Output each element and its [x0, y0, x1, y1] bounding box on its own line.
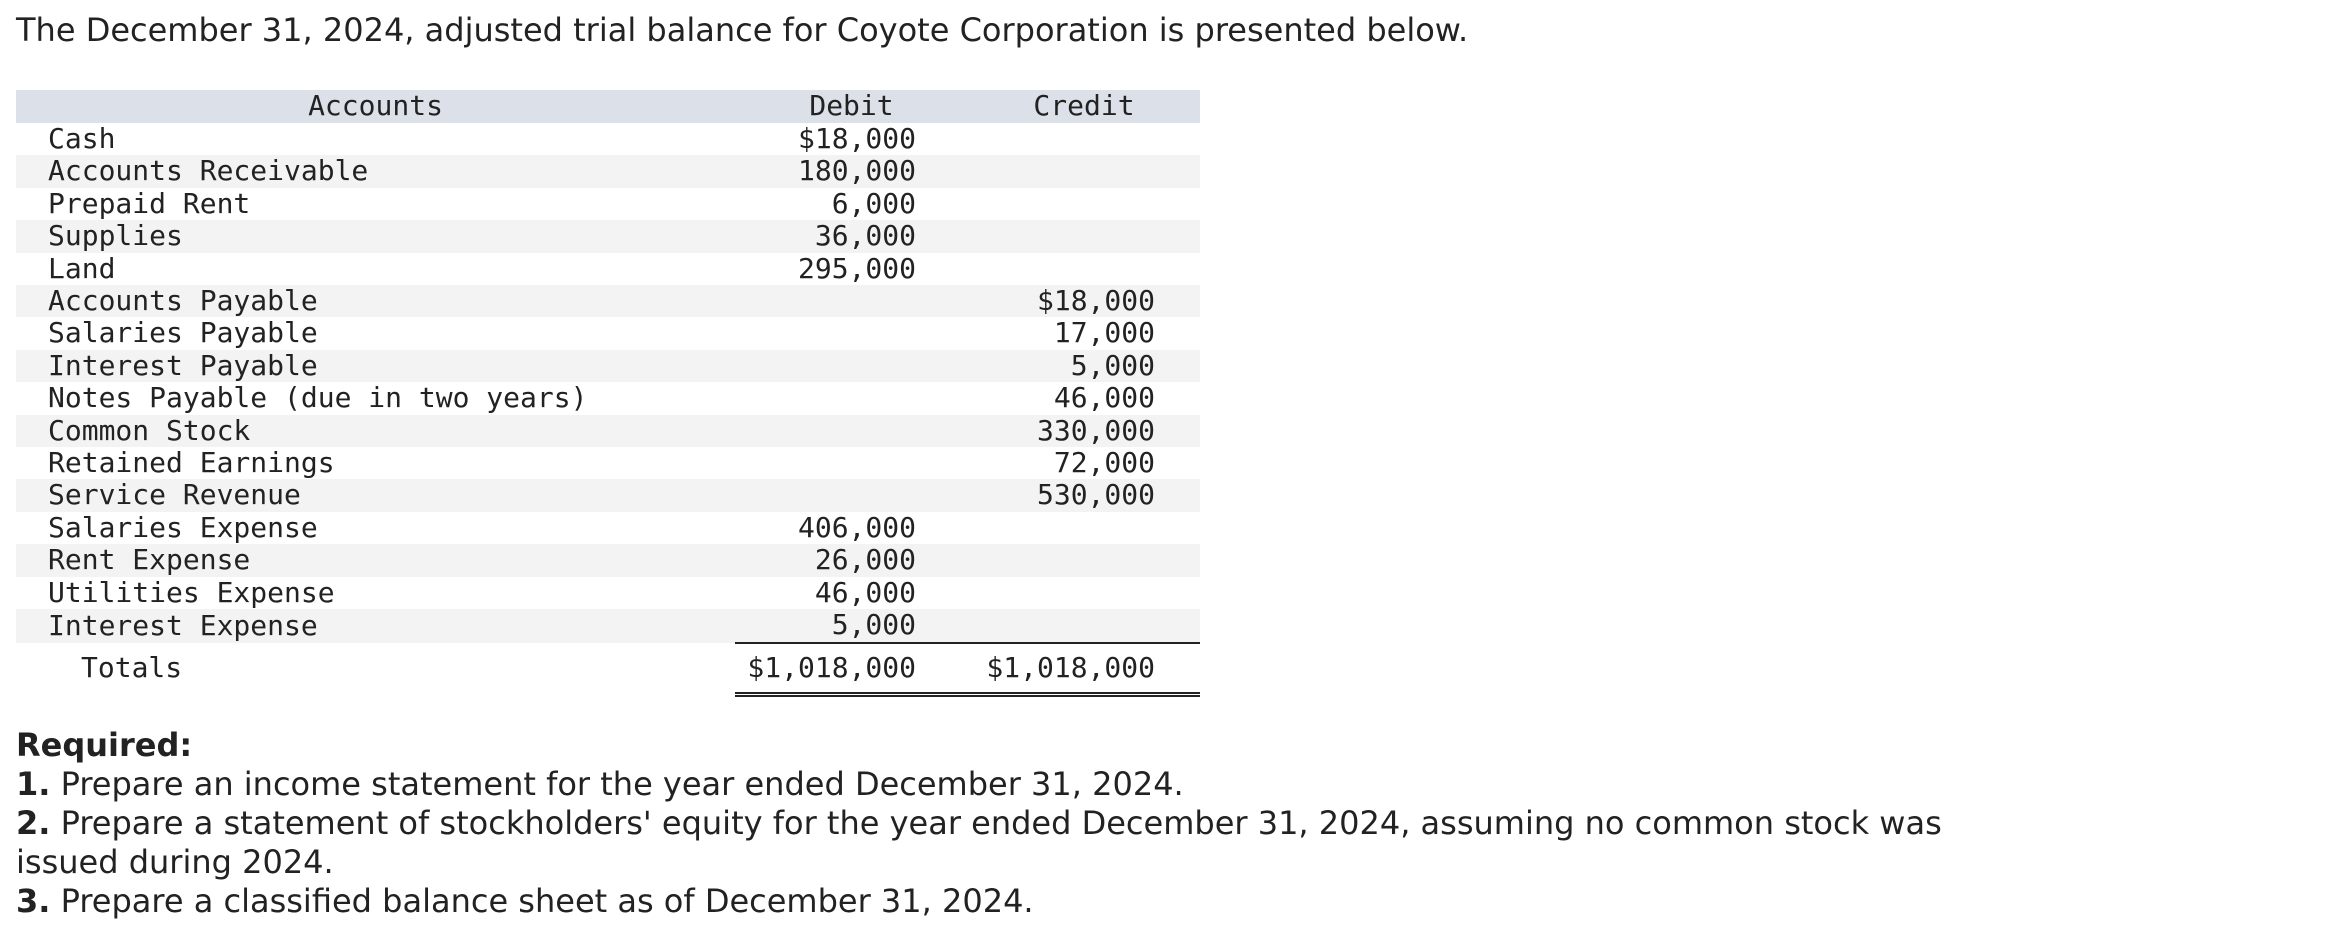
table-row: Prepaid Rent 6,000 — [16, 186, 1200, 220]
amount-cell: 72,000 — [1053, 446, 1155, 480]
amount-cell: 46,000 — [1053, 381, 1155, 415]
amount-cell: 17,000 — [1053, 316, 1155, 350]
amount-cell: 5,000 — [735, 608, 968, 643]
amount-cell — [968, 220, 1200, 253]
account-name: Service Revenue — [16, 479, 735, 512]
table-row: Land 295,000 — [16, 251, 1200, 285]
amount-cell: $18,000 — [797, 122, 916, 155]
column-header: Debit — [735, 90, 968, 123]
totals-row: Totals $1,018,000 $1,018,000 — [16, 641, 1200, 697]
table-row: Common Stock 330,000 — [16, 414, 1200, 448]
table-row: Rent Expense 26,000 — [16, 543, 1200, 577]
account-name: Prepaid Rent — [48, 186, 251, 220]
table-row: Service Revenue 530,000 — [16, 479, 1200, 512]
amount-cell — [735, 382, 968, 414]
table-row: Cash $18,000 — [16, 122, 1200, 155]
amount-cell: 295,000 — [797, 251, 916, 285]
total-amount: $1,018,000 — [735, 641, 968, 697]
table-row: Interest Expense 5,000 — [16, 608, 1200, 643]
account-name: Supplies — [16, 219, 735, 253]
amount-cell: 406,000 — [797, 510, 916, 544]
account-name: Utilities Expense — [48, 575, 335, 609]
account-name: Notes Payable (due in two years) — [48, 381, 588, 415]
amount-cell — [735, 349, 968, 383]
amount-cell — [968, 512, 1200, 544]
trial-balance-table: Accounts Debit Credit Cash $18,000 Accounts R… — [16, 90, 1200, 697]
amount-cell — [735, 447, 968, 479]
table-row: Interest Payable 5,000 — [16, 349, 1200, 383]
amount-cell: 36,000 — [735, 219, 968, 253]
account-name: Retained Earnings — [48, 446, 335, 480]
item-number: 2. — [16, 804, 51, 842]
required-item: 1. Prepare an income statement for the y… — [16, 765, 2046, 804]
column-header: Credit — [968, 90, 1200, 123]
required-item: 2. Prepare a statement of stockholders' … — [16, 804, 2046, 882]
amount-cell — [735, 285, 968, 318]
intro-text: The December 31, 2024, adjusted trial ba… — [16, 11, 1469, 49]
account-name: Accounts Receivable — [16, 155, 735, 188]
table-row: Utilities Expense 46,000 — [16, 575, 1200, 609]
amount-cell: 5,000 — [968, 349, 1200, 383]
item-text: Prepare an income statement for the year… — [60, 765, 1184, 803]
table-row: Retained Earnings 72,000 — [16, 446, 1200, 480]
amount-cell — [968, 188, 1200, 220]
required-item: 3. Prepare a classified balance sheet as… — [16, 882, 2046, 921]
amount-cell — [968, 544, 1200, 577]
item-text: Prepare a statement of stockholders' equ… — [16, 804, 1942, 881]
amount-cell — [735, 317, 968, 349]
account-name: Salaries Payable — [48, 316, 318, 350]
amount-cell: 330,000 — [968, 414, 1200, 448]
amount-cell — [968, 123, 1200, 155]
table-row: Supplies 36,000 — [16, 219, 1200, 253]
amount-cell: 6,000 — [831, 186, 916, 220]
required-section: Required: 1. Prepare an income statement… — [16, 726, 2046, 921]
account-name: Accounts Payable — [16, 284, 735, 318]
table-row: Accounts Receivable 180,000 — [16, 155, 1200, 188]
amount-cell: $18,000 — [968, 284, 1200, 318]
account-name: Interest Expense — [16, 609, 735, 643]
amount-cell: 530,000 — [968, 479, 1200, 512]
column-header: Accounts — [16, 90, 735, 123]
account-name: Land — [48, 251, 116, 285]
account-name: Interest Payable — [16, 349, 735, 383]
amount-cell: 46,000 — [814, 575, 916, 609]
item-number: 3. — [16, 882, 51, 920]
amount-cell — [968, 155, 1200, 188]
account-name: Salaries Expense — [48, 510, 318, 544]
amount-cell — [968, 577, 1200, 609]
amount-cell: 180,000 — [735, 155, 968, 188]
account-name: Common Stock — [16, 414, 735, 448]
table-row: Notes Payable (due in two years) 46,000 — [16, 381, 1200, 415]
header-row: Accounts Debit Credit — [16, 90, 1200, 123]
account-name: Cash — [48, 122, 116, 155]
amount-cell — [735, 414, 968, 448]
amount-cell — [968, 253, 1200, 285]
total-amount: $1,018,000 — [968, 641, 1200, 697]
amount-cell: 26,000 — [735, 543, 968, 577]
table-row: Accounts Payable $18,000 — [16, 284, 1200, 318]
amount-cell — [968, 609, 1200, 643]
amount-cell — [735, 479, 968, 512]
required-heading: Required: — [16, 726, 193, 764]
item-text: Prepare a classified balance sheet as of… — [60, 882, 1034, 920]
totals-label: Totals — [16, 642, 735, 694]
table-row: Salaries Expense 406,000 — [16, 510, 1200, 544]
account-name: Rent Expense — [16, 543, 735, 577]
item-number: 1. — [16, 765, 51, 803]
table-row: Salaries Payable 17,000 — [16, 316, 1200, 350]
